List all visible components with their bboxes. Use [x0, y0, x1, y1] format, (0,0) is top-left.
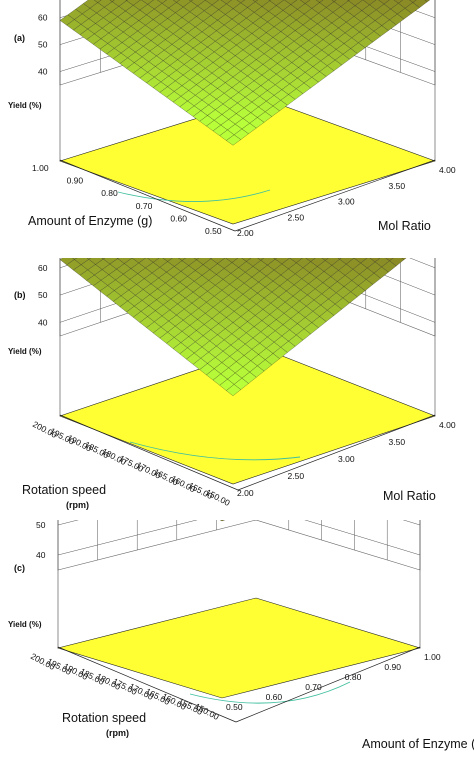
y-tick-label: 0.60 [170, 213, 187, 223]
x-axis-title: Amount of Enzyme (g) [362, 737, 474, 751]
x-tick-label: 0.90 [384, 662, 401, 672]
axis-line [237, 414, 436, 491]
x-tick-label: 3.00 [338, 197, 355, 207]
axis-line [234, 159, 436, 232]
axis-line [57, 646, 237, 723]
floor-plane [56, 597, 422, 699]
x-tick-label: 2.50 [288, 471, 305, 481]
panel-label: (c) [14, 563, 25, 573]
z-tick-label: 60 [38, 263, 48, 273]
z-axis-title: Yield (%) [8, 620, 42, 629]
x-tick-label: 2.00 [237, 488, 254, 498]
axis-line [235, 646, 421, 723]
y-tick-label: 200.00 [31, 419, 59, 440]
chart-panel-a: 4050607080900.500.600.700.800.901.002.00… [8, 0, 456, 238]
y-tick-label: 1.00 [32, 163, 49, 173]
x-tick-label: 3.50 [389, 437, 406, 447]
y-tick-label: 0.50 [205, 226, 222, 236]
floor-plane [59, 97, 436, 225]
x-tick-label: 0.50 [226, 702, 243, 712]
y-axis-title: Rotation speed [22, 483, 106, 497]
panel-label: (a) [14, 33, 25, 43]
y-tick-label: 0.90 [67, 176, 84, 186]
x-tick-label: 4.00 [439, 165, 456, 175]
y-axis-unit: (rpm) [106, 728, 129, 738]
floor-plane [59, 347, 436, 485]
x-axis-title: Mol Ratio [378, 219, 431, 233]
chart-panel-c: 405060708090150.00155.00160.00165.00170.… [8, 520, 474, 751]
grid-line [57, 520, 421, 556]
y-tick-label: 0.80 [101, 188, 118, 198]
z-tick-label: 40 [38, 317, 48, 327]
response-surface [59, 258, 407, 396]
x-tick-label: 0.80 [345, 672, 362, 682]
z-axis-title: Yield (%) [8, 101, 42, 110]
left-wall [57, 520, 257, 571]
axis-line [59, 159, 236, 232]
x-tick-label: 2.50 [288, 212, 305, 222]
z-axis-title: Yield (%) [8, 347, 42, 356]
response-surface [59, 0, 431, 146]
y-axis-title: Amount of Enzyme (g) [28, 214, 152, 228]
z-tick-label: 40 [38, 67, 48, 77]
z-tick-label: 40 [36, 550, 46, 560]
surface-cell [219, 520, 226, 522]
x-axis-title: Mol Ratio [383, 489, 436, 503]
x-tick-label: 2.00 [237, 228, 254, 238]
back-walls [57, 520, 421, 648]
z-tick-label: 50 [36, 520, 46, 530]
floor-contour [189, 681, 351, 704]
z-tick-label: 50 [38, 40, 48, 50]
y-tick-label: 0.70 [136, 201, 153, 211]
x-tick-label: 4.00 [439, 420, 456, 430]
floor-contour [129, 441, 301, 461]
surface-cell [226, 134, 242, 146]
panel-label: (b) [14, 290, 26, 300]
y-axis-unit: (rpm) [66, 500, 89, 510]
right-wall [255, 520, 421, 571]
z-tick-label: 60 [38, 13, 48, 23]
chart-panel-b: 405060708090150.00155.00160.00165.00170.… [8, 258, 456, 510]
x-tick-label: 3.00 [338, 454, 355, 464]
y-axis-title: Rotation speed [62, 711, 146, 725]
surface-cell [226, 384, 242, 396]
x-tick-label: 0.70 [305, 682, 322, 692]
z-tick-label: 50 [38, 290, 48, 300]
axis-line [59, 414, 239, 491]
x-tick-label: 3.50 [389, 181, 406, 191]
x-tick-label: 1.00 [424, 652, 441, 662]
floor-contour [117, 189, 271, 202]
y-tick-label: 200.00 [29, 651, 57, 672]
x-tick-label: 0.60 [266, 692, 283, 702]
response-surface [219, 520, 226, 522]
